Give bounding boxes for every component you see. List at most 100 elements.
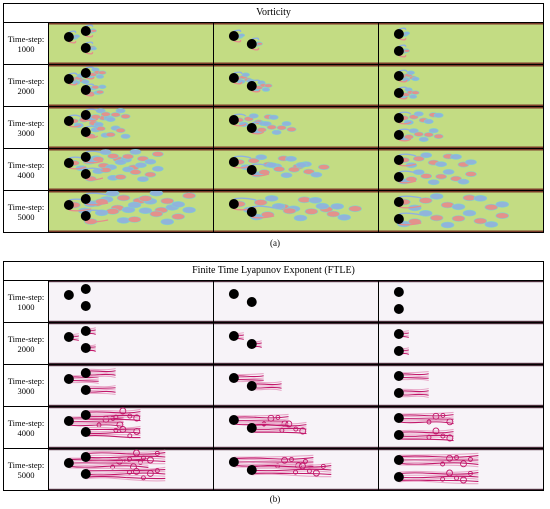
vortex-blob	[411, 90, 420, 95]
ftle-ridge	[85, 476, 166, 480]
simulation-cell-two-cylinders-tandem	[379, 149, 543, 190]
ftle-ridge	[85, 472, 166, 476]
ftle-ridge	[251, 421, 307, 425]
simulation-cell-two-cylinders-staggered	[214, 107, 379, 148]
vortex-blob	[433, 133, 444, 140]
simulation-cell-two-cylinders-tandem	[379, 323, 543, 364]
channel-wall	[379, 107, 543, 109]
ftle-loop	[127, 469, 132, 475]
cylinder	[393, 287, 404, 297]
flow-field-image	[379, 323, 543, 364]
flow-field-image	[379, 23, 543, 64]
cylinder	[80, 127, 91, 137]
ftle-loop	[127, 456, 132, 462]
cylinder	[246, 423, 257, 433]
channel-wall	[49, 188, 213, 190]
simulation-cell-three-cylinders-triangle	[49, 107, 214, 148]
shear-layer	[85, 202, 109, 206]
shear-layer	[398, 111, 412, 115]
vortex-blob	[293, 214, 308, 222]
vortex-blob	[238, 33, 246, 37]
ftle-loop	[146, 456, 154, 464]
ftle-loop	[275, 414, 281, 420]
ftle-ridge	[398, 411, 454, 415]
vortex-blob	[171, 213, 185, 220]
time-step-value: 5000	[17, 211, 35, 222]
vortex-blob	[90, 114, 101, 120]
ftle-ridge	[251, 464, 332, 468]
ftle-loop	[440, 412, 446, 418]
channel-wall	[214, 191, 378, 193]
channel-wall	[49, 281, 213, 283]
ftle-loop	[281, 456, 288, 464]
flow-field-image	[214, 191, 378, 232]
shear-layer	[68, 72, 78, 76]
channel-wall	[214, 62, 378, 64]
flow-background	[214, 323, 378, 364]
vortex-blob	[105, 116, 116, 122]
vortex-blob	[268, 114, 279, 120]
ftle-loop	[460, 476, 467, 484]
vortex-blob	[95, 126, 106, 132]
cylinder	[228, 73, 239, 83]
channel-wall	[214, 407, 378, 409]
ftle-loop	[312, 469, 320, 477]
channel-wall	[49, 488, 213, 490]
cylinder	[80, 26, 91, 36]
vortex-blob	[90, 46, 97, 51]
vortex-blob	[160, 218, 175, 226]
vortex-blob	[465, 159, 477, 165]
simulation-cell-two-cylinders-staggered	[214, 281, 379, 322]
channel-wall	[214, 365, 378, 367]
channel-wall	[49, 191, 213, 193]
cylinder	[246, 297, 257, 307]
flow-background	[214, 107, 378, 148]
time-step-value: 2000	[17, 85, 35, 96]
cylinder	[393, 172, 404, 182]
flow-field-image	[214, 23, 378, 64]
vortex-blob	[465, 171, 477, 177]
ftle-ridge	[398, 480, 479, 485]
vortex-blob	[276, 125, 287, 131]
time-step-label: Time-step:	[7, 375, 45, 386]
vortex-blob	[495, 201, 510, 208]
vortex-blob	[98, 70, 107, 75]
vortex-blob	[435, 173, 447, 180]
cylinder	[393, 346, 404, 356]
vortex-blob	[462, 209, 477, 217]
vortex-blob	[451, 215, 466, 222]
shear-layer	[85, 108, 99, 112]
time-step-row: Time-step: 3000	[4, 107, 543, 149]
vortex-blob	[273, 166, 285, 172]
ftle-ridge	[251, 429, 307, 432]
cylinder	[80, 43, 91, 53]
simulation-cell-three-cylinders-triangle	[49, 191, 214, 232]
shear-layer	[68, 40, 77, 44]
channel-wall	[49, 62, 213, 64]
channel-wall	[49, 23, 213, 25]
flow-field-image	[49, 365, 213, 406]
flow-field-image	[379, 281, 543, 322]
vortex-blob	[256, 41, 263, 46]
cylinder	[228, 415, 239, 425]
ftle-loop	[110, 415, 116, 421]
ftle-ridge	[398, 479, 479, 483]
cylinder	[80, 110, 91, 120]
simulation-cell-two-cylinders-staggered	[214, 407, 379, 448]
ftle-loop	[119, 407, 127, 415]
shear-layer	[85, 41, 94, 45]
channel-wall	[379, 323, 543, 325]
channel-wall	[49, 65, 213, 67]
flow-field-image	[49, 407, 213, 448]
cylinder	[393, 304, 404, 314]
vortex-blob	[149, 191, 164, 197]
ftle-ridge	[85, 455, 166, 459]
flow-field-image	[214, 281, 378, 322]
vortex-blob	[116, 194, 131, 202]
vortex-blob	[317, 164, 330, 170]
channel-wall	[214, 23, 378, 25]
ftle-loop	[299, 427, 307, 435]
flow-background	[214, 23, 378, 64]
simulation-cell-three-cylinders-triangle	[49, 149, 214, 190]
cylinder	[393, 29, 404, 39]
